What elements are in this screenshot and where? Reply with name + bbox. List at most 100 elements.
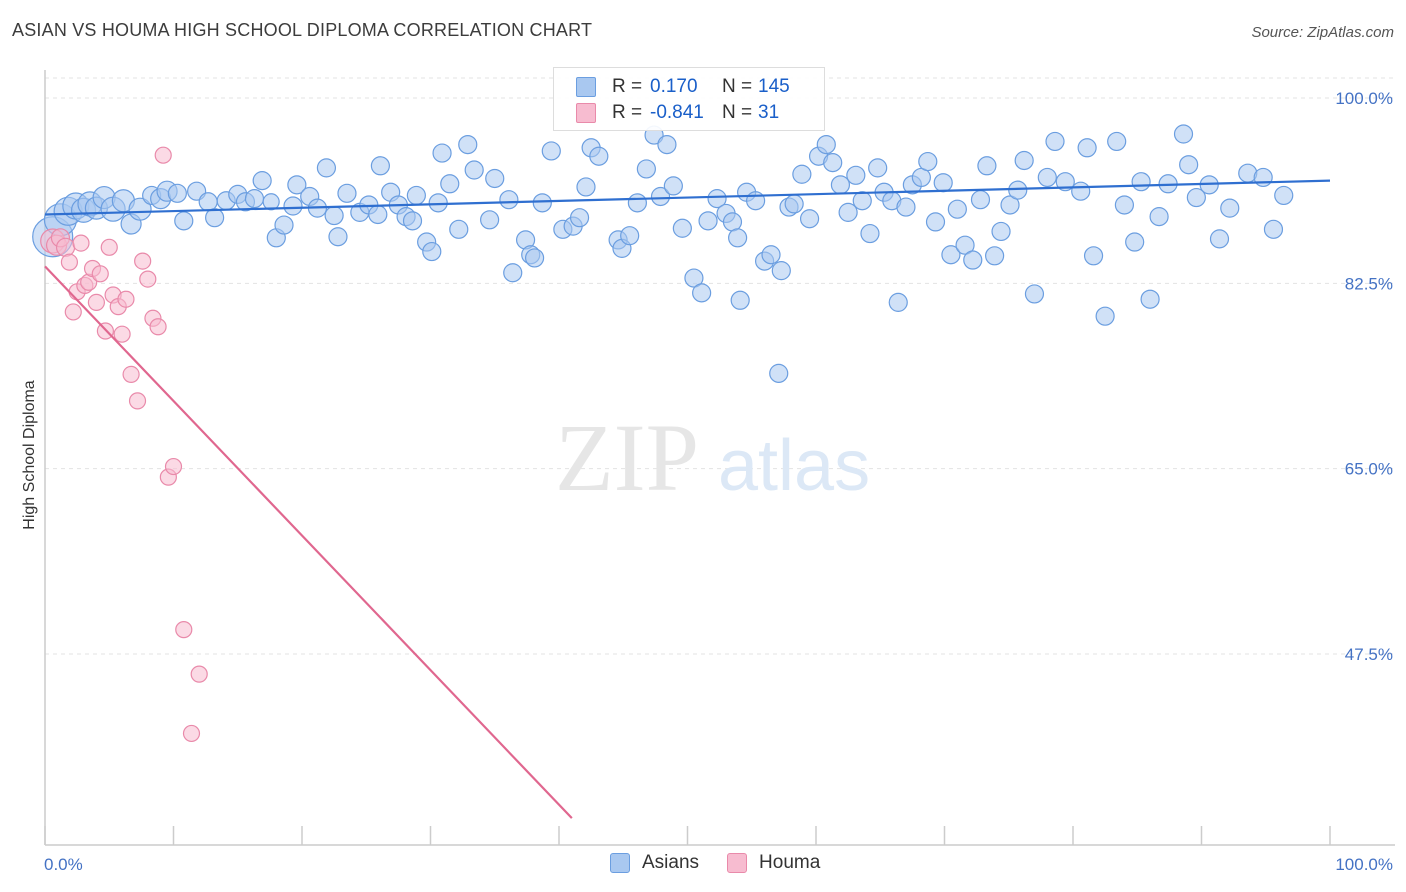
asians-point — [1114, 195, 1135, 215]
y-tick-label: 100.0% — [1335, 89, 1393, 108]
asians-point — [860, 223, 880, 244]
asians-point — [541, 141, 561, 161]
asians-point — [370, 156, 390, 176]
asians-trend-line — [44, 179, 1331, 216]
asians-point — [328, 227, 348, 247]
asians-point — [458, 134, 478, 155]
legend-n-label: N = — [722, 76, 753, 97]
asians-point — [1186, 187, 1206, 208]
houma-point — [55, 237, 76, 257]
asians-point — [838, 202, 858, 222]
asians-point — [1179, 155, 1199, 175]
asians-point — [480, 210, 500, 230]
watermark: ZIP atlas — [555, 404, 870, 511]
bottom-legend-label-asians: Asians — [642, 852, 700, 873]
asians-point — [1140, 289, 1160, 309]
bottom-legend-swatch-asians — [610, 853, 630, 873]
houma-point — [128, 392, 147, 410]
legend-r-label: R = — [612, 102, 643, 123]
asians-point — [970, 190, 991, 210]
asians-point — [684, 268, 704, 288]
asians-point — [274, 215, 294, 235]
asians-point — [761, 245, 781, 265]
houma-point — [134, 252, 152, 270]
asians-point — [1253, 167, 1273, 188]
asians-point — [846, 165, 866, 185]
legend-r-label: R = — [612, 76, 643, 97]
asians-point — [991, 221, 1011, 242]
asians-point — [918, 151, 938, 172]
houma-point — [64, 303, 82, 321]
asians-point — [771, 261, 791, 281]
asians-point — [933, 173, 953, 193]
asians-point — [636, 159, 656, 179]
asians-point — [1274, 185, 1294, 206]
bottom-legend-label-houma: Houma — [759, 852, 821, 873]
asians-point — [464, 160, 484, 180]
asians-point — [244, 189, 265, 209]
asians-point — [287, 175, 307, 195]
houma-point — [87, 293, 106, 311]
asians-point — [128, 197, 152, 221]
asians-point — [524, 248, 545, 268]
asians-point — [1173, 124, 1194, 144]
houma-point — [91, 265, 109, 283]
asians-point — [1125, 232, 1145, 252]
legend-r-value: -0.841 — [650, 102, 704, 123]
asians-point — [1095, 306, 1115, 326]
asians-point — [337, 183, 357, 203]
houma-point — [60, 253, 79, 271]
asians-point — [252, 171, 272, 191]
asians-point — [485, 168, 505, 189]
asians-point — [1209, 229, 1230, 249]
asians-point — [746, 191, 766, 211]
asians-point — [532, 193, 552, 213]
asians-point — [167, 183, 187, 203]
asians-point — [852, 191, 872, 211]
tick-labels: 100.0% 82.5% 65.0% 47.5% 0.0% 100.0% — [44, 89, 1393, 874]
legend-row-asians: R = 0.170 N = 145 — [576, 74, 790, 100]
asians-point — [888, 292, 908, 312]
y-axis-label: High School Diploma — [21, 380, 38, 530]
asians-point — [868, 158, 888, 178]
asians-point — [963, 250, 983, 270]
legend-swatch-asians — [576, 77, 596, 97]
asians-point — [1107, 131, 1127, 152]
source-label: Source: ZipAtlas.com — [1251, 24, 1394, 41]
asians-point — [650, 186, 671, 207]
asians-point — [663, 176, 683, 196]
y-tick-label: 82.5% — [1345, 274, 1393, 293]
asians-point — [1077, 138, 1097, 158]
asians-point — [402, 211, 423, 231]
bottom-legend-houma: Houma — [727, 852, 820, 874]
legend-n-label: N = — [722, 102, 753, 123]
asians-point — [947, 199, 967, 219]
houma-point — [149, 318, 167, 336]
houma-point — [113, 325, 131, 343]
trend-lines — [44, 179, 1331, 819]
asians-point — [1037, 167, 1057, 188]
asians-point — [672, 218, 692, 238]
houma-point — [182, 724, 201, 743]
asians-point — [205, 208, 225, 228]
asians-point — [316, 158, 337, 178]
asians-point — [569, 208, 590, 228]
houma-point — [175, 621, 193, 639]
asians-point — [816, 134, 836, 155]
asians-point — [262, 193, 280, 211]
asians-point — [1263, 219, 1284, 239]
watermark-atlas: atlas — [718, 426, 870, 506]
asians-point — [283, 196, 303, 216]
asians-point — [1149, 207, 1169, 227]
asians-point — [440, 174, 460, 194]
asians-point — [1024, 284, 1045, 304]
y-tick-label: 65.0% — [1345, 460, 1393, 479]
bottom-legend: Asians Houma — [610, 852, 848, 874]
houma-trend-line — [44, 265, 573, 819]
asians-point — [977, 156, 997, 176]
houma-point — [154, 146, 172, 164]
axes — [44, 70, 1395, 846]
asians-point — [576, 177, 596, 197]
asians-point — [692, 283, 712, 303]
